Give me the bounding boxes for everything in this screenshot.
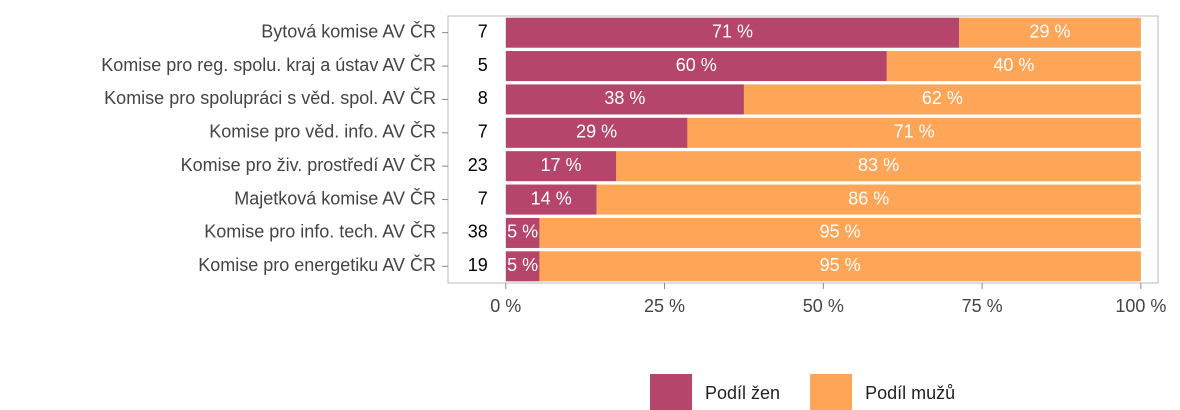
- value-label: 71 %: [712, 21, 753, 41]
- value-label: 40 %: [993, 55, 1034, 75]
- count-label: 5: [478, 55, 488, 75]
- count-label: 7: [478, 21, 488, 41]
- value-label: 83 %: [858, 155, 899, 175]
- bar-segment: [505, 251, 540, 282]
- x-tick-label: 75 %: [962, 296, 1003, 316]
- bar-segment: [687, 117, 1141, 148]
- plot-border: [447, 15, 1159, 284]
- value-label: 60 %: [676, 55, 717, 75]
- bar-segment: [539, 251, 1141, 282]
- y-tick-label: Komise pro věd. info. AV ČR: [209, 121, 436, 142]
- bar-segment: [539, 217, 1141, 248]
- value-label: 17 %: [541, 155, 582, 175]
- legend-label: Podíl mužů: [865, 383, 955, 403]
- bar-segment: [886, 51, 1141, 82]
- x-tick-label: 100 %: [1115, 296, 1166, 316]
- y-tick-label: Komise pro reg. spolu. kraj a ústav AV Č…: [101, 54, 436, 75]
- y-tick-label: Komise pro spolupráci s věd. spol. AV ČR: [104, 87, 436, 108]
- bar-segment: [505, 217, 540, 248]
- bar-segment: [505, 151, 617, 182]
- y-tick-label: Komise pro info. tech. AV ČR: [204, 221, 436, 242]
- value-label: 71 %: [894, 122, 935, 142]
- count-label: 19: [468, 255, 488, 275]
- bar-segment: [743, 84, 1141, 115]
- bar-segment: [505, 184, 597, 215]
- value-label: 5 %: [507, 255, 538, 275]
- value-label: 86 %: [848, 188, 889, 208]
- bar-segment: [505, 17, 960, 48]
- x-tick-label: 50 %: [803, 296, 844, 316]
- y-tick-label: Majetková komise AV ČR: [234, 187, 436, 208]
- legend-swatch: [650, 374, 692, 410]
- value-label: 95 %: [820, 222, 861, 242]
- value-label: 38 %: [604, 88, 645, 108]
- bar-segment: [959, 17, 1141, 48]
- count-label: 8: [478, 88, 488, 108]
- y-tick-label: Bytová komise AV ČR: [261, 20, 436, 41]
- y-tick-label: Komise pro energetiku AV ČR: [198, 254, 436, 275]
- legend-swatch: [810, 374, 853, 410]
- bar-segment: [596, 184, 1141, 215]
- value-label: 29 %: [576, 122, 617, 142]
- legend-label: Podíl žen: [705, 383, 780, 403]
- y-tick-label: Komise pro živ. prostředí AV ČR: [181, 154, 436, 175]
- bar-segment: [616, 151, 1141, 182]
- count-label: 7: [478, 188, 488, 208]
- bar-segment: [505, 51, 887, 82]
- value-label: 95 %: [820, 255, 861, 275]
- bar-segment: [505, 117, 688, 148]
- value-label: 5 %: [507, 222, 538, 242]
- count-label: 23: [468, 155, 488, 175]
- value-label: 29 %: [1030, 21, 1071, 41]
- count-label: 7: [478, 122, 488, 142]
- x-tick-label: 25 %: [644, 296, 685, 316]
- value-label: 62 %: [922, 88, 963, 108]
- count-label: 38: [468, 222, 488, 242]
- x-tick-label: 0 %: [490, 296, 521, 316]
- value-label: 14 %: [531, 188, 572, 208]
- bar-segment: [505, 84, 744, 115]
